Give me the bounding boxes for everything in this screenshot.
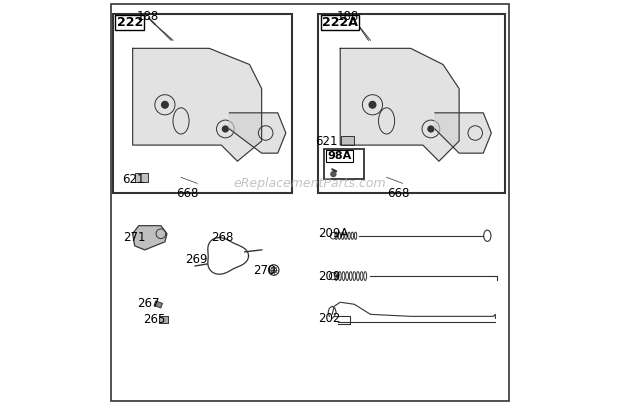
Text: 222: 222 <box>117 16 143 29</box>
Text: 267: 267 <box>138 297 160 310</box>
Text: 222A: 222A <box>322 16 358 29</box>
Polygon shape <box>133 226 167 250</box>
Bar <box>154 301 162 308</box>
Circle shape <box>222 125 229 133</box>
Text: 668: 668 <box>388 187 410 200</box>
Text: 668: 668 <box>176 187 198 200</box>
Text: 188: 188 <box>136 10 159 23</box>
Text: 621: 621 <box>123 173 145 186</box>
Text: 621: 621 <box>315 135 338 148</box>
Text: 209A: 209A <box>318 227 348 240</box>
Text: 271: 271 <box>123 231 146 244</box>
Circle shape <box>161 101 169 109</box>
Text: 268: 268 <box>211 231 234 244</box>
Polygon shape <box>340 48 459 161</box>
Text: 209: 209 <box>318 270 340 283</box>
Polygon shape <box>229 113 286 153</box>
Circle shape <box>427 125 435 133</box>
Bar <box>159 316 168 323</box>
Circle shape <box>368 101 376 109</box>
Bar <box>324 149 365 179</box>
Polygon shape <box>435 113 491 153</box>
Bar <box>318 14 505 193</box>
Bar <box>340 136 353 145</box>
Circle shape <box>330 171 337 177</box>
Text: eReplacementParts.com: eReplacementParts.com <box>234 177 386 190</box>
Text: 270: 270 <box>253 264 275 276</box>
Text: 269: 269 <box>185 253 208 266</box>
Polygon shape <box>133 48 262 161</box>
Bar <box>135 173 148 182</box>
Bar <box>113 14 292 193</box>
Text: 202: 202 <box>318 312 340 325</box>
Text: 265: 265 <box>143 313 165 326</box>
Text: 98A: 98A <box>327 151 351 161</box>
Text: 188: 188 <box>336 10 358 23</box>
